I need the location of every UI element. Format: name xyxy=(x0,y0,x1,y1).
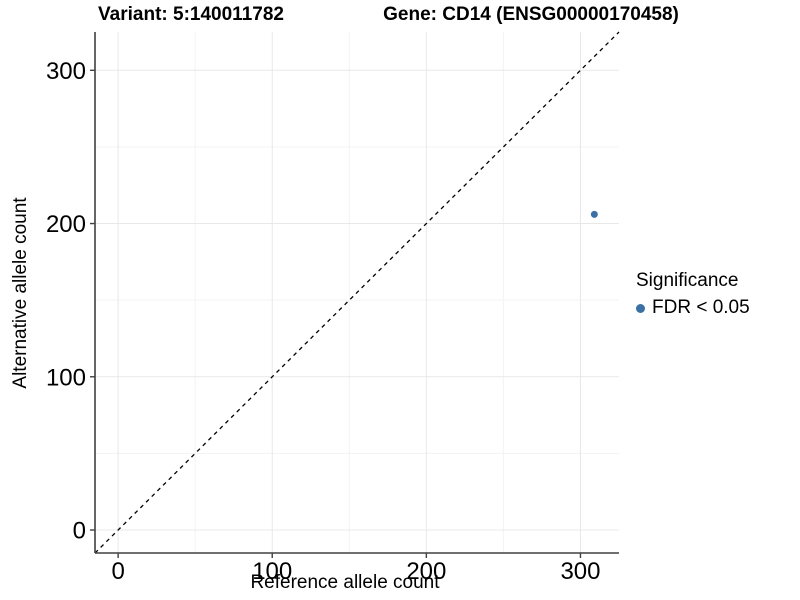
data-points xyxy=(590,210,598,218)
major-gridlines xyxy=(95,32,619,553)
minor-gridlines xyxy=(95,32,619,553)
reference-line-group xyxy=(94,31,620,554)
axis-ticks xyxy=(90,69,582,558)
x-tick-label: 200 xyxy=(406,558,446,585)
y-tick-label: 300 xyxy=(46,58,86,85)
legend-item: FDR < 0.05 xyxy=(636,297,750,319)
y-tick-label: 200 xyxy=(46,211,86,238)
x-tick-labels: 0 100 200 300 xyxy=(111,558,600,585)
x-axis-title: Reference allele count xyxy=(250,572,440,593)
y-tick-label: 100 xyxy=(46,364,86,391)
y-tick-labels: 0 100 200 300 xyxy=(46,58,86,545)
legend: Significance FDR < 0.05 xyxy=(636,270,750,319)
legend-point-swatch xyxy=(636,303,645,313)
variant-title: Variant: 5:140011782 xyxy=(98,4,284,25)
axis-lines xyxy=(94,32,619,554)
x-tick-label: 0 xyxy=(111,558,124,585)
y-axis-title: Alternative allele count xyxy=(10,197,31,389)
identity-reference-line xyxy=(94,31,620,554)
data-point xyxy=(590,210,598,218)
legend-title: Significance xyxy=(636,270,739,291)
legend-item-label: FDR < 0.05 xyxy=(652,297,750,318)
gene-title: Gene: CD14 (ENSG00000170458) xyxy=(383,4,679,25)
y-tick-label: 0 xyxy=(73,518,86,545)
x-tick-label: 100 xyxy=(252,558,292,585)
x-tick-label: 300 xyxy=(560,558,600,585)
